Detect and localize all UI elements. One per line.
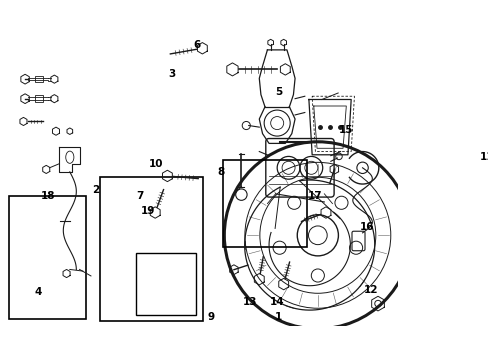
Text: 4: 4	[34, 287, 41, 297]
Bar	[35, 95, 43, 102]
Text: 9: 9	[207, 312, 214, 321]
Text: 18: 18	[41, 191, 55, 201]
Text: 19: 19	[141, 206, 155, 216]
Text: 13: 13	[243, 297, 257, 307]
Text: 3: 3	[167, 69, 175, 79]
Text: 2: 2	[92, 185, 99, 195]
Bar	[100, 177, 203, 320]
Text: 8: 8	[217, 167, 224, 177]
Text: 6: 6	[193, 40, 200, 50]
Text: 15: 15	[338, 125, 353, 135]
Text: 17: 17	[307, 191, 322, 201]
Text: 10: 10	[148, 159, 163, 169]
Bar	[223, 159, 306, 247]
Text: 7: 7	[136, 191, 143, 201]
Text: 12: 12	[364, 285, 378, 295]
Text: 11: 11	[479, 152, 488, 162]
Bar	[9, 196, 86, 319]
Text: 14: 14	[269, 297, 284, 307]
Bar	[136, 253, 195, 315]
Text: 1: 1	[275, 312, 282, 321]
Text: 16: 16	[359, 222, 373, 232]
Bar	[35, 76, 43, 82]
Text: 5: 5	[275, 87, 282, 97]
